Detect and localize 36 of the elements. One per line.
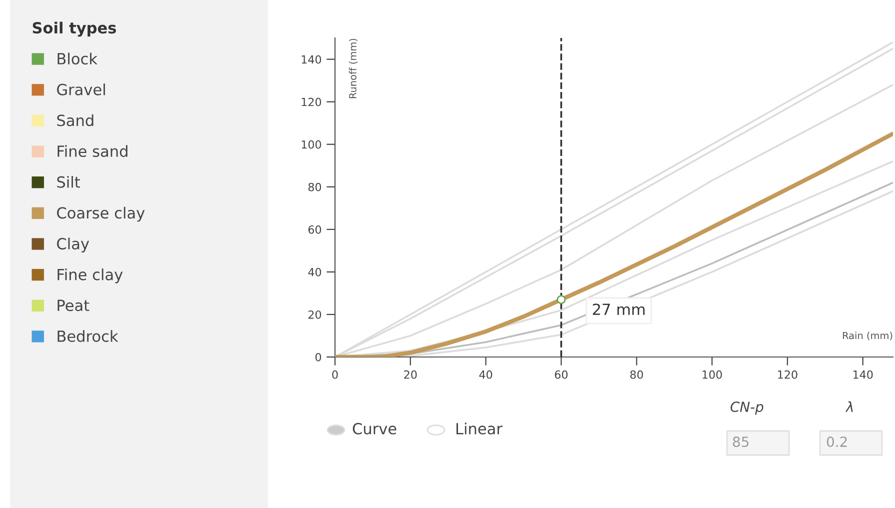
- y-tick-label: 40: [308, 268, 322, 276]
- y-tick-label: 100: [302, 140, 322, 149]
- legend-label: Fine clay: [58, 268, 123, 284]
- legend-label: Gravel: [57, 84, 105, 96]
- legend-label: Bedrock: [58, 330, 118, 342]
- x-tick-label: 40: [479, 370, 492, 379]
- legend-label: Sand: [57, 114, 94, 126]
- legend-label: Coarse clay: [57, 206, 145, 222]
- text: 0.2: [826, 436, 847, 448]
- text: CN-p: [730, 402, 764, 415]
- text: 85: [732, 436, 748, 448]
- legend-label: Fine sand: [58, 145, 128, 158]
- y-tick-label: 140: [302, 55, 322, 64]
- y-tick-label: 0: [315, 352, 322, 362]
- text: λ: [845, 401, 853, 412]
- x-tick-label: 0: [332, 370, 338, 379]
- legend-label: Block: [58, 52, 98, 65]
- y-tick-label: 80: [308, 182, 322, 192]
- text: Curve: [352, 422, 396, 434]
- x-tick-label: 140: [853, 370, 873, 379]
- x-tick-label: 100: [702, 370, 722, 379]
- x-tick-label: 120: [778, 370, 798, 379]
- legend-title: Soil types: [32, 22, 116, 37]
- legend-label: Clay: [57, 238, 90, 252]
- x-tick-label: 60: [554, 370, 568, 379]
- annotation: 27 mm: [592, 304, 645, 315]
- y-tick-label: 120: [302, 98, 322, 106]
- x-axis-title: Rain (mm): [842, 332, 892, 340]
- text: Linear: [456, 422, 502, 434]
- x-tick-label: 20: [404, 370, 417, 379]
- legend-label: Silt: [57, 176, 80, 188]
- y-tick-label: 60: [308, 225, 322, 234]
- y-axis-title: Runoff (mm): [348, 38, 358, 98]
- y-tick-label: 20: [308, 310, 322, 319]
- x-tick-label: 80: [630, 370, 643, 379]
- legend-label: Peat: [58, 300, 90, 312]
